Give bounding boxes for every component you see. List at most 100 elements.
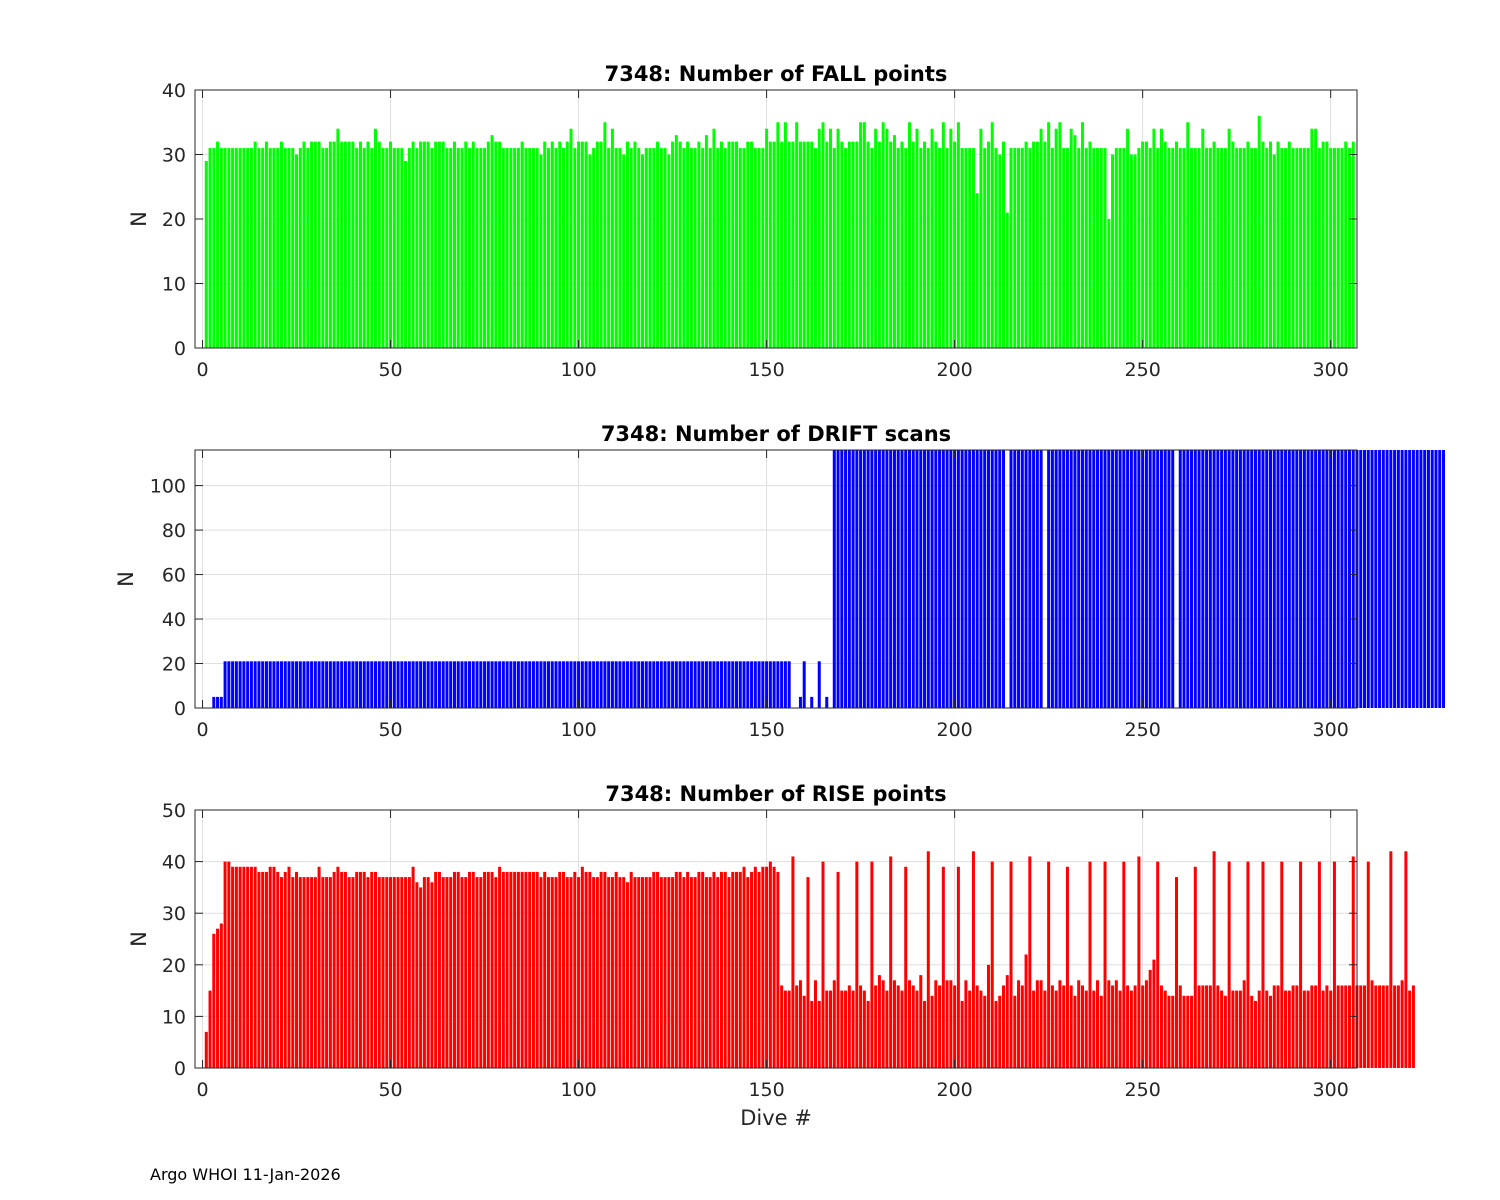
fall-bar bbox=[1107, 219, 1111, 348]
fall-bar bbox=[216, 141, 220, 348]
fall-bar bbox=[227, 148, 231, 348]
fall-bar bbox=[802, 141, 806, 348]
rise-bar bbox=[404, 877, 408, 1068]
fall-bar bbox=[806, 141, 810, 348]
rise-plot-area bbox=[195, 810, 1357, 1068]
drift-bar bbox=[1077, 450, 1081, 708]
rise-bar bbox=[422, 877, 426, 1068]
fall-bar bbox=[994, 148, 998, 348]
drift-bar bbox=[1325, 450, 1329, 708]
drift-bar bbox=[1280, 450, 1284, 708]
drift-bar bbox=[633, 661, 637, 708]
rise-bar bbox=[343, 871, 347, 1068]
fall-bar bbox=[392, 148, 396, 348]
drift-bar bbox=[445, 661, 449, 708]
fall-bar bbox=[283, 148, 287, 348]
fall-bar bbox=[1114, 148, 1118, 348]
drift-bar bbox=[753, 661, 757, 708]
fall-bar bbox=[1238, 148, 1242, 348]
rise-bar bbox=[640, 877, 645, 1068]
rise-y-tick-label: 20 bbox=[162, 955, 186, 977]
fall-bar bbox=[629, 148, 633, 348]
rise-bar bbox=[919, 975, 923, 1068]
drift-bar bbox=[889, 450, 893, 708]
fall-bar bbox=[501, 148, 505, 348]
fall-bar bbox=[776, 122, 780, 348]
fall-bar bbox=[1317, 148, 1321, 348]
drift-bar bbox=[1340, 450, 1344, 708]
fall-bar bbox=[1047, 122, 1051, 348]
rise-bar bbox=[693, 877, 697, 1068]
drift-bar bbox=[505, 661, 509, 708]
fall-bar bbox=[731, 141, 735, 348]
drift-bar bbox=[945, 450, 949, 708]
rise-bar bbox=[1280, 861, 1284, 1068]
rise-bar bbox=[490, 871, 494, 1068]
fall-bar bbox=[719, 141, 723, 348]
rise-bar bbox=[204, 1031, 208, 1068]
drift-bar bbox=[1235, 450, 1239, 708]
drift-bar bbox=[765, 661, 769, 708]
drift-bar bbox=[614, 661, 618, 708]
drift-bar bbox=[990, 450, 994, 708]
drift-bar bbox=[1238, 450, 1242, 708]
fall-bar bbox=[825, 141, 829, 348]
rise-bar bbox=[569, 877, 573, 1068]
rise-bar bbox=[757, 871, 761, 1068]
drift-bar bbox=[1441, 450, 1445, 708]
rise-bar bbox=[1216, 985, 1220, 1068]
rise-bar bbox=[772, 866, 776, 1068]
drift-bar bbox=[1314, 450, 1318, 708]
drift-bar bbox=[1400, 450, 1404, 708]
rise-bar bbox=[1238, 990, 1242, 1068]
fall-bar bbox=[234, 148, 238, 348]
rise-bar bbox=[881, 980, 885, 1068]
rise-bar bbox=[452, 871, 456, 1068]
drift-bar bbox=[483, 661, 487, 708]
drift-bar bbox=[543, 661, 547, 708]
drift-bar bbox=[1411, 450, 1415, 708]
drift-bar bbox=[1114, 450, 1118, 708]
drift-bar bbox=[1284, 450, 1288, 708]
drift-bar bbox=[930, 450, 934, 708]
drift-bar bbox=[1065, 450, 1069, 708]
rise-bar bbox=[347, 877, 351, 1068]
fall-bar bbox=[1201, 128, 1205, 348]
drift-bar bbox=[986, 450, 990, 708]
rise-bar bbox=[652, 871, 656, 1068]
drift-bar bbox=[1419, 450, 1423, 708]
drift-bar bbox=[1167, 450, 1171, 708]
drift-bar bbox=[584, 661, 588, 708]
rise-x-tick-label: 300 bbox=[1313, 1079, 1349, 1101]
drift-bar bbox=[1133, 450, 1137, 708]
drift-bar bbox=[426, 661, 430, 708]
rise-bar bbox=[328, 877, 332, 1068]
fall-bar bbox=[261, 148, 265, 348]
fall-bar bbox=[1351, 141, 1355, 348]
rise-bar bbox=[374, 871, 378, 1068]
drift-bar bbox=[272, 661, 276, 708]
drift-bar bbox=[776, 661, 780, 708]
drift-bar bbox=[671, 661, 675, 708]
fall-bar bbox=[896, 148, 900, 348]
rise-chart-title: 7348: Number of RISE points bbox=[605, 782, 946, 806]
rise-bar bbox=[998, 995, 1002, 1068]
rise-bar bbox=[370, 871, 374, 1068]
drift-bar bbox=[437, 661, 441, 708]
fall-bar bbox=[614, 148, 618, 348]
rise-bar bbox=[445, 877, 449, 1068]
fall-bar bbox=[783, 122, 787, 348]
rise-bar bbox=[994, 1000, 998, 1068]
rise-bar bbox=[272, 866, 276, 1068]
fall-bar bbox=[569, 128, 573, 348]
fall-bar bbox=[791, 141, 795, 348]
fall-bar bbox=[892, 135, 896, 348]
fall-bar bbox=[1024, 141, 1028, 348]
drift-bar bbox=[298, 661, 302, 708]
drift-bar bbox=[223, 661, 227, 708]
fall-bar bbox=[1332, 148, 1336, 348]
rise-bar bbox=[892, 980, 896, 1068]
fall-bar bbox=[1231, 141, 1235, 348]
drift-bar bbox=[1032, 450, 1036, 708]
